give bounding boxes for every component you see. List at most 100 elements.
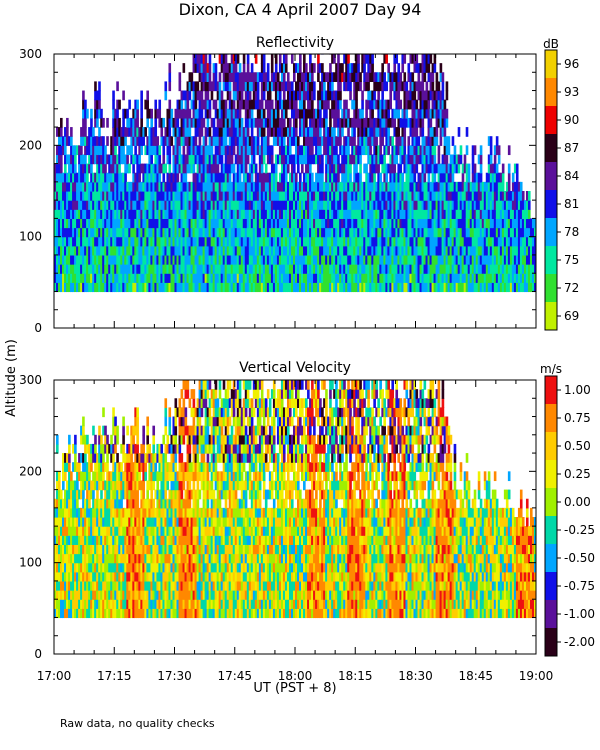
reflectivity-cell	[441, 127, 445, 137]
reflectivity-cell	[192, 236, 196, 247]
reflectivity-cell	[495, 163, 499, 174]
reflectivity-cell	[98, 163, 101, 174]
reflectivity-cell	[168, 227, 172, 238]
reflectivity-cell	[200, 154, 204, 165]
reflectivity-cell	[511, 282, 515, 293]
reflectivity-cell	[156, 200, 160, 210]
reflectivity-cell	[347, 163, 350, 174]
reflectivity-cell	[170, 209, 174, 219]
reflectivity-cell	[301, 181, 304, 192]
reflectivity-cell	[214, 163, 218, 174]
reflectivity-cell	[206, 191, 210, 201]
reflectivity-cell	[172, 273, 176, 283]
reflectivity-cell	[196, 200, 200, 210]
reflectivity-cell	[156, 254, 160, 265]
reflectivity-cell	[112, 108, 115, 119]
reflectivity-cell	[262, 264, 266, 274]
reflectivity-cell	[353, 264, 356, 274]
reflectivity-cell	[405, 254, 409, 265]
reflectivity-cell	[66, 236, 69, 247]
reflectivity-cell	[262, 127, 266, 137]
reflectivity-cell	[168, 218, 172, 229]
reflectivity-cell	[246, 145, 250, 156]
reflectivity-cell	[317, 282, 320, 293]
reflectivity-cell	[341, 72, 344, 82]
reflectivity-cell	[56, 236, 59, 247]
reflectivity-cell	[178, 154, 182, 165]
reflectivity-cell	[106, 117, 109, 128]
reflectivity-cell	[152, 254, 156, 265]
reflectivity-cell	[429, 72, 433, 82]
reflectivity-cell	[268, 108, 272, 119]
reflectivity-cell	[268, 154, 272, 165]
reflectivity-cell	[104, 200, 107, 210]
reflectivity-cell	[244, 163, 248, 174]
reflectivity-colorbar-label: 72	[564, 281, 579, 295]
reflectivity-cell	[80, 264, 83, 274]
reflectivity-cell	[222, 181, 226, 192]
reflectivity-cell	[122, 172, 125, 183]
reflectivity-cell	[230, 63, 234, 73]
reflectivity-cell	[162, 154, 166, 165]
reflectivity-cell	[292, 236, 296, 247]
reflectivity-cell	[212, 127, 216, 137]
reflectivity-cell	[435, 245, 439, 256]
reflectivity-cell	[60, 127, 63, 137]
reflectivity-cell	[387, 200, 390, 210]
reflectivity-cell	[377, 145, 380, 156]
reflectivity-cell	[443, 108, 447, 119]
reflectivity-cell	[188, 245, 192, 256]
reflectivity-cell	[166, 191, 170, 201]
reflectivity-cell	[252, 90, 256, 101]
reflectivity-cell	[403, 163, 407, 174]
reflectivity-cell	[483, 200, 487, 210]
reflectivity-cell	[190, 136, 194, 146]
reflectivity-cell	[104, 172, 107, 183]
reflectivity-cell	[102, 209, 105, 219]
reflectivity-cell	[236, 200, 240, 210]
reflectivity-cell	[290, 200, 294, 210]
reflectivity-cell	[284, 227, 288, 238]
reflectivity-cell	[150, 191, 154, 201]
reflectivity-cell	[146, 218, 149, 229]
reflectivity-cell	[190, 99, 194, 110]
reflectivity-cell	[218, 200, 222, 210]
reflectivity-cell	[417, 72, 421, 82]
reflectivity-cell	[375, 81, 378, 92]
reflectivity-cell	[405, 181, 409, 192]
reflectivity-cell	[359, 81, 362, 92]
reflectivity-cell	[240, 136, 244, 146]
reflectivity-cell	[286, 72, 290, 82]
reflectivity-cell	[254, 254, 258, 265]
reflectivity-cell	[403, 99, 407, 110]
reflectivity-cell	[108, 200, 111, 210]
reflectivity-cell	[130, 264, 133, 274]
reflectivity-cell	[236, 254, 240, 265]
reflectivity-cell	[278, 90, 282, 101]
reflectivity-cell	[92, 254, 95, 265]
reflectivity-cell	[198, 209, 202, 219]
reflectivity-cell	[491, 209, 495, 219]
reflectivity-cell	[407, 90, 411, 101]
reflectivity-cell	[297, 282, 300, 293]
reflectivity-cell	[497, 172, 501, 183]
reflectivity-cell	[495, 218, 499, 229]
reflectivity-cell	[236, 236, 240, 247]
reflectivity-cell	[483, 236, 487, 247]
reflectivity-cell	[377, 245, 380, 256]
reflectivity-cell	[335, 90, 338, 101]
reflectivity-cell	[222, 172, 226, 183]
reflectivity-cell	[96, 136, 99, 146]
reflectivity-cell	[299, 99, 302, 110]
reflectivity-cell	[487, 191, 491, 201]
reflectivity-cell	[489, 163, 493, 174]
reflectivity-cell	[92, 209, 95, 219]
reflectivity-cell	[290, 245, 294, 256]
reflectivity-cell	[60, 200, 63, 210]
reflectivity-cell	[367, 264, 370, 274]
reflectivity-cell	[168, 172, 172, 183]
reflectivity-cell	[397, 218, 401, 229]
reflectivity-cell	[389, 264, 392, 274]
reflectivity-cell	[377, 209, 380, 219]
reflectivity-cell	[194, 181, 198, 192]
